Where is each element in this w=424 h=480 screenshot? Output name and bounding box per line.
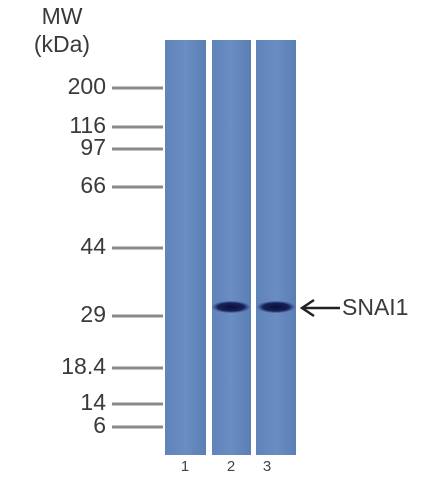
blot-figure: MW (kDa) SNAI1 2001169766442918.4146 123 [0,0,424,480]
lane-label: 1 [181,458,189,475]
band [257,301,295,313]
mw-unit: (kDa) [34,31,90,57]
lane-label: 3 [263,458,271,475]
marker-label: 6 [93,412,106,438]
mw-title: MW [42,3,83,29]
marker-label: 29 [80,301,106,327]
lane [212,40,251,455]
band [212,301,250,313]
band-label: SNAI1 [342,294,408,320]
marker-label: 18.4 [61,353,106,379]
lane-labels: 1 2 3 [181,458,271,475]
lane [165,40,206,455]
marker-label: 200 [68,73,106,99]
marker-label: 44 [80,233,106,259]
lane [256,40,296,455]
marker-label: 97 [80,134,106,160]
marker-label: 66 [80,172,106,198]
lane-label: 2 [227,458,235,475]
